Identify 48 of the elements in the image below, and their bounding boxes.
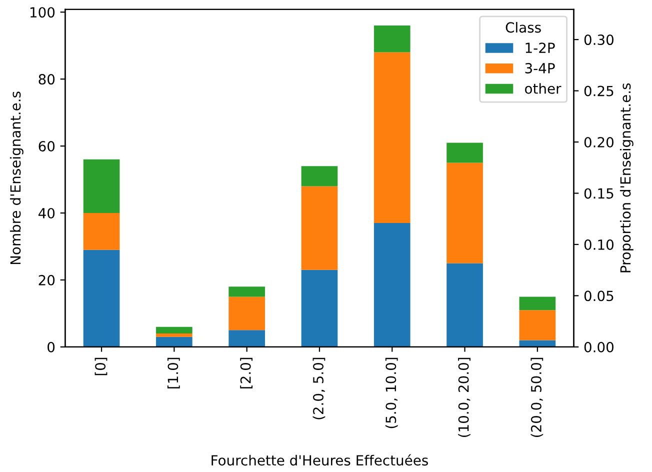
y-tick-label: 40 (38, 208, 55, 218)
y-tick-label: 100 (30, 7, 55, 18)
legend-label: other (525, 83, 562, 94)
x-tick-label: [2.0] (240, 358, 252, 388)
bar (446, 162, 483, 264)
bar (374, 223, 410, 347)
bar (156, 334, 192, 337)
bar (83, 159, 120, 213)
legend-label: 1-2P (526, 42, 555, 53)
y2-tick-label: 0.05 (584, 290, 614, 302)
bar (228, 330, 265, 347)
y2-axis-title: Proportion d'Enseignant.e.s (620, 83, 634, 272)
bar (374, 26, 410, 52)
legend-label: 3-4P (525, 62, 555, 74)
bar (301, 166, 338, 186)
bar (519, 296, 556, 310)
x-tick-label: (20.0, 50.0] (530, 358, 544, 437)
bar (301, 186, 338, 270)
y-tick-label: 60 (38, 141, 55, 152)
x-tick-label: [0] (94, 358, 108, 376)
bar (156, 336, 192, 347)
bar (83, 213, 120, 250)
bar (374, 52, 410, 224)
y-axis-title: Nombre d'Enseignant.e.s (10, 92, 24, 264)
bar (446, 142, 483, 163)
x-tick-label: (10.0, 20.0] (458, 358, 470, 437)
y2-tick-label: 0.20 (584, 136, 614, 148)
x-tick-label: (2.0, 5.0] (312, 358, 326, 420)
x-tick-label: [1.0] (167, 358, 180, 388)
bar (228, 296, 265, 330)
y-tick-label: 20 (38, 274, 55, 286)
bar (519, 340, 556, 347)
y-tick-label: 80 (38, 74, 55, 85)
x-tick-label: (5.0, 10.0] (385, 358, 398, 428)
y2-tick-label: 0.25 (584, 86, 614, 96)
bar (301, 270, 338, 347)
bar (228, 286, 265, 297)
y2-tick-label: 0.15 (584, 188, 614, 199)
bar (446, 263, 483, 347)
y2-tick-label: 0.30 (584, 34, 614, 46)
bar (519, 310, 556, 340)
y-tick-label: 0 (48, 342, 55, 352)
y2-tick-label: 0.00 (584, 342, 614, 352)
legend-title: Class (506, 22, 541, 33)
x-axis-title: Fourchette d'Heures Effectuées (212, 454, 428, 466)
bar (156, 326, 192, 334)
bar (83, 250, 120, 347)
y2-tick-label: 0.10 (584, 239, 614, 250)
